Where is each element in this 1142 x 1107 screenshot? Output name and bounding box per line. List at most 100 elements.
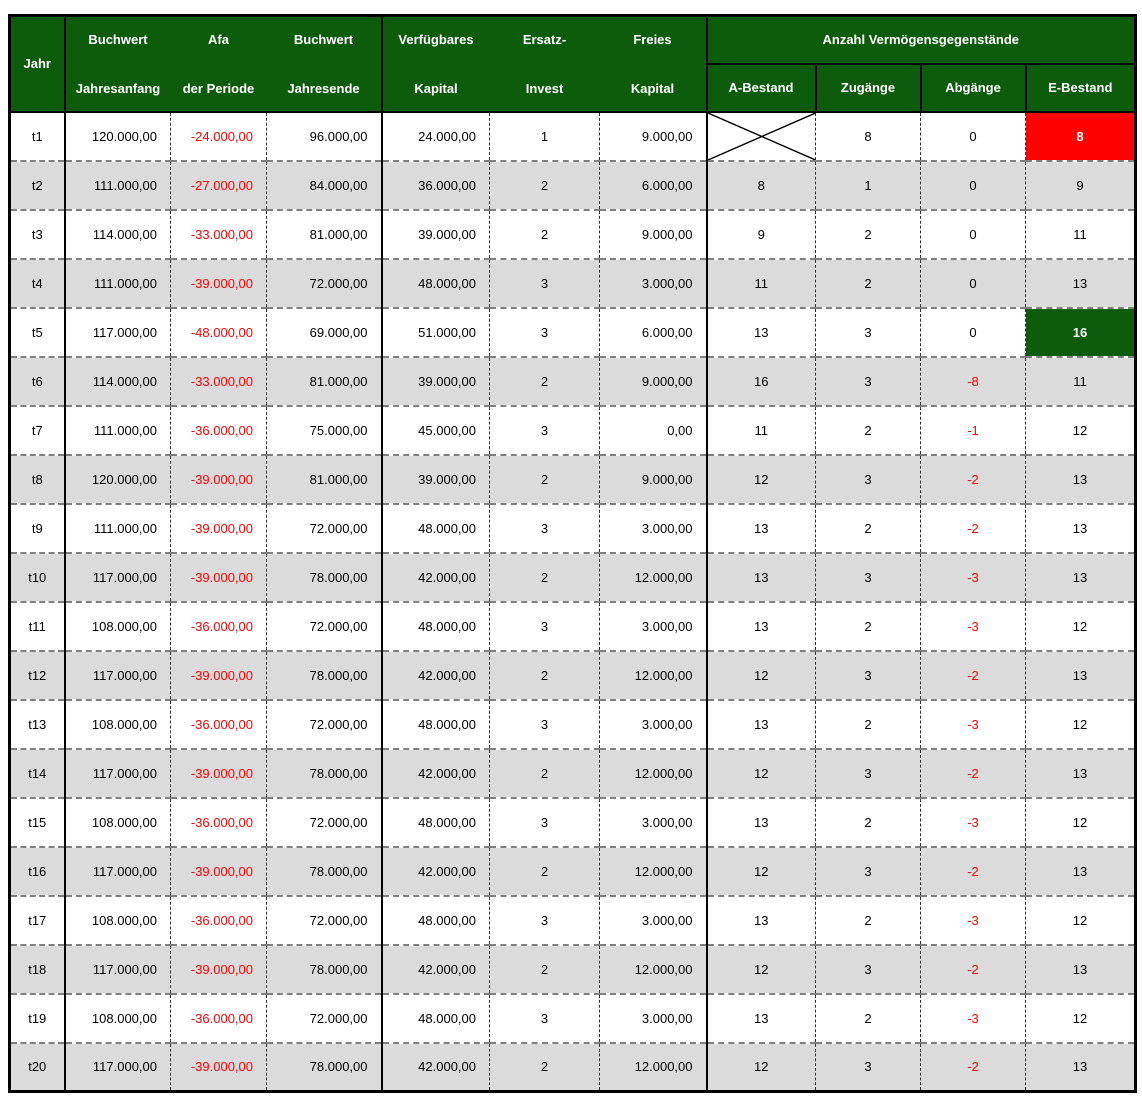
zugaenge-cell: 2	[815, 601, 921, 652]
afa-cell: -33.000,00	[170, 209, 267, 260]
buchwert-jahresanfang-cell: 111.000,00	[63, 258, 171, 309]
ersatz-invest-cell: 2	[489, 846, 600, 897]
header-verfuegbares-kapital-lines: Verfügbares Kapital	[384, 32, 490, 96]
e-bestand-cell: 12	[1025, 797, 1136, 848]
verfuegbares-kapital-cell: 42.000,00	[380, 1042, 490, 1092]
header-line: Buchwert	[88, 31, 148, 47]
buchwert-jahresende-cell: 78.000,00	[266, 650, 382, 701]
table-row-t2: t2 111.000,00 -27.000,00 84.000,00 36.000,00…	[9, 160, 1136, 211]
header-line: Invest	[525, 80, 564, 96]
header-buchwert-jahresanfang-lines: Buchwert Jahresanfang	[66, 32, 171, 96]
header-line: Jahresende	[287, 80, 360, 96]
afa-cell: -36.000,00	[170, 405, 267, 456]
zugaenge-cell: 2	[815, 503, 921, 554]
a-bestand-cell: 13	[705, 601, 816, 652]
table-row-t10: t10 117.000,00 -39.000,00 78.000,00 42.000,0…	[9, 552, 1136, 603]
zugaenge-cell: 3	[815, 1042, 921, 1092]
year-cell: t13	[9, 699, 65, 750]
ersatz-invest-cell: 2	[489, 748, 600, 799]
zugaenge-cell: 2	[815, 699, 921, 750]
e-bestand-cell: 13	[1025, 552, 1136, 603]
abgaenge-cell: 0	[920, 160, 1026, 211]
ersatz-invest-cell: 3	[489, 895, 600, 946]
table-row-t14: t14 117.000,00 -39.000,00 78.000,00 42.000,0…	[9, 748, 1136, 799]
verfuegbares-kapital-cell: 48.000,00	[380, 895, 490, 946]
table-row-t11: t11 108.000,00 -36.000,00 72.000,00 48.000,0…	[9, 601, 1136, 652]
buchwert-jahresende-cell: 96.000,00	[266, 111, 382, 162]
year-cell: t10	[9, 552, 65, 603]
table-body: t1 120.000,00 -24.000,00 96.000,00 24.000,00…	[9, 111, 1136, 1092]
freies-kapital-cell: 3.000,00	[599, 895, 707, 946]
year-cell: t18	[9, 944, 65, 995]
header-freies-kapital-lines: Freies Kapital	[600, 32, 706, 96]
buchwert-jahresanfang-cell: 114.000,00	[63, 356, 171, 407]
freies-kapital-cell: 9.000,00	[599, 111, 707, 162]
year-cell: t14	[9, 748, 65, 799]
header-buchwert-jahresende-lines: Buchwert Jahresende	[267, 32, 381, 96]
freies-kapital-cell: 12.000,00	[599, 650, 707, 701]
freies-kapital-cell: 9.000,00	[599, 356, 707, 407]
zugaenge-cell: 1	[815, 160, 921, 211]
header-afa-der-periode-lines: Afa der Periode	[171, 32, 267, 96]
e-bestand-cell: 13	[1025, 748, 1136, 799]
buchwert-jahresanfang-cell: 111.000,00	[63, 503, 171, 554]
year-cell: t20	[9, 1042, 65, 1092]
afa-cell: -33.000,00	[170, 356, 267, 407]
afa-cell: -39.000,00	[170, 846, 267, 897]
buchwert-jahresanfang-cell: 117.000,00	[63, 944, 171, 995]
header-zugaenge: Zugänge	[814, 63, 921, 113]
abgaenge-cell: 0	[920, 258, 1026, 309]
header-freies-kapital: Freies Kapital	[599, 15, 707, 113]
abgaenge-cell: 0	[920, 111, 1026, 162]
buchwert-jahresende-cell: 81.000,00	[266, 454, 382, 505]
buchwert-jahresanfang-cell: 117.000,00	[63, 650, 171, 701]
zugaenge-cell: 3	[815, 944, 921, 995]
buchwert-jahresende-cell: 72.000,00	[266, 503, 382, 554]
year-cell: t5	[9, 307, 65, 358]
a-bestand-cell: 8	[705, 160, 816, 211]
header-line: Buchwert	[293, 31, 354, 47]
ersatz-invest-cell: 2	[489, 356, 600, 407]
buchwert-jahresende-cell: 72.000,00	[266, 895, 382, 946]
ersatz-invest-cell: 2	[489, 944, 600, 995]
asset-depreciation-table: Jahr Buchwert Jahresanfang Afa der Periode…	[8, 14, 1137, 1093]
freies-kapital-cell: 9.000,00	[599, 209, 707, 260]
e-bestand-cell: 13	[1025, 846, 1136, 897]
year-cell: t7	[9, 405, 65, 456]
e-bestand-cell: 13	[1025, 258, 1136, 309]
buchwert-jahresende-cell: 69.000,00	[266, 307, 382, 358]
buchwert-jahresanfang-cell: 108.000,00	[63, 797, 171, 848]
a-bestand-cell: 16	[705, 356, 816, 407]
a-bestand-cell: 13	[705, 895, 816, 946]
verfuegbares-kapital-cell: 48.000,00	[380, 699, 490, 750]
header-abgaenge: Abgänge	[919, 63, 1026, 113]
abgaenge-cell: -2	[920, 454, 1026, 505]
a-bestand-cell: 11	[705, 258, 816, 309]
e-bestand-cell: 12	[1025, 993, 1136, 1044]
ersatz-invest-cell: 3	[489, 405, 600, 456]
freies-kapital-cell: 12.000,00	[599, 944, 707, 995]
buchwert-jahresanfang-cell: 108.000,00	[63, 895, 171, 946]
buchwert-jahresende-cell: 72.000,00	[266, 993, 382, 1044]
a-bestand-cell: 12	[705, 454, 816, 505]
buchwert-jahresanfang-cell: 111.000,00	[63, 405, 171, 456]
afa-cell: -39.000,00	[170, 503, 267, 554]
buchwert-jahresende-cell: 78.000,00	[266, 748, 382, 799]
a-bestand-cell: 12	[705, 846, 816, 897]
year-cell: t15	[9, 797, 65, 848]
e-bestand-cell: 13	[1025, 454, 1136, 505]
header-verfuegbares-kapital: Verfügbares Kapital	[380, 15, 490, 113]
table-row-t8: t8 120.000,00 -39.000,00 81.000,00 39.000,00…	[9, 454, 1136, 505]
abgaenge-cell: -2	[920, 944, 1026, 995]
abgaenge-cell: 0	[920, 307, 1026, 358]
abgaenge-cell: -1	[920, 405, 1026, 456]
buchwert-jahresanfang-cell: 117.000,00	[63, 1042, 171, 1092]
verfuegbares-kapital-cell: 48.000,00	[380, 258, 490, 309]
abgaenge-cell: -2	[920, 650, 1026, 701]
freies-kapital-cell: 3.000,00	[599, 699, 707, 750]
zugaenge-cell: 3	[815, 356, 921, 407]
abgaenge-cell: -3	[920, 552, 1026, 603]
header-line: Ersatz-	[522, 31, 567, 47]
a-bestand-cell: 12	[705, 1042, 816, 1092]
year-cell: t8	[9, 454, 65, 505]
